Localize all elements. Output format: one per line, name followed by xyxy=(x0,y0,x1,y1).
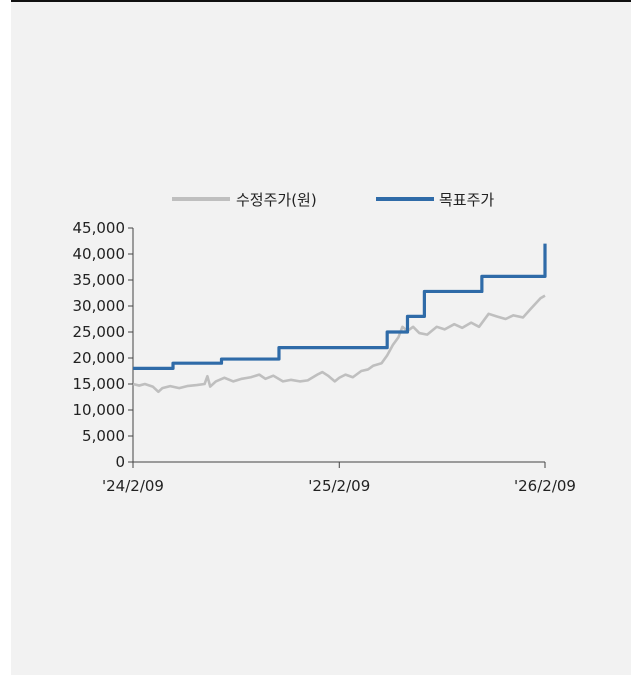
legend-label-price: 수정주가(원) xyxy=(236,191,317,209)
x-tick-label: '25/2/09 xyxy=(308,477,370,495)
series-layer xyxy=(132,243,547,394)
series-line-price xyxy=(132,294,546,394)
chart-canvas xyxy=(11,0,631,675)
axes xyxy=(132,228,545,463)
y-tick-label: 15,000 xyxy=(73,375,126,393)
legend: 수정주가(원) 목표주가 xyxy=(172,191,494,209)
y-axis-ticks: 45,000 40,000 35,000 30,000 25,000 20,000 15,0… xyxy=(73,219,133,471)
y-tick-label: 10,000 xyxy=(73,401,126,419)
y-tick-label: 40,000 xyxy=(73,245,126,263)
y-tick-label: 35,000 xyxy=(73,271,126,289)
y-tick-label: 45,000 xyxy=(73,219,126,237)
y-tick-label: 20,000 xyxy=(73,349,126,367)
top-rule xyxy=(11,0,631,2)
x-tick-label: '26/2/09 xyxy=(514,477,576,495)
series-line-target xyxy=(133,243,547,370)
y-tick-label: 25,000 xyxy=(73,323,126,341)
y-tick-label: 5,000 xyxy=(82,427,125,445)
x-tick-label: '24/2/09 xyxy=(102,477,164,495)
y-tick-label: 0 xyxy=(115,453,125,471)
x-axis-ticks: '24/2/09 '25/2/09 '26/2/09 xyxy=(102,462,576,495)
legend-label-target: 목표주가 xyxy=(439,191,494,209)
y-tick-label: 30,000 xyxy=(73,297,126,315)
